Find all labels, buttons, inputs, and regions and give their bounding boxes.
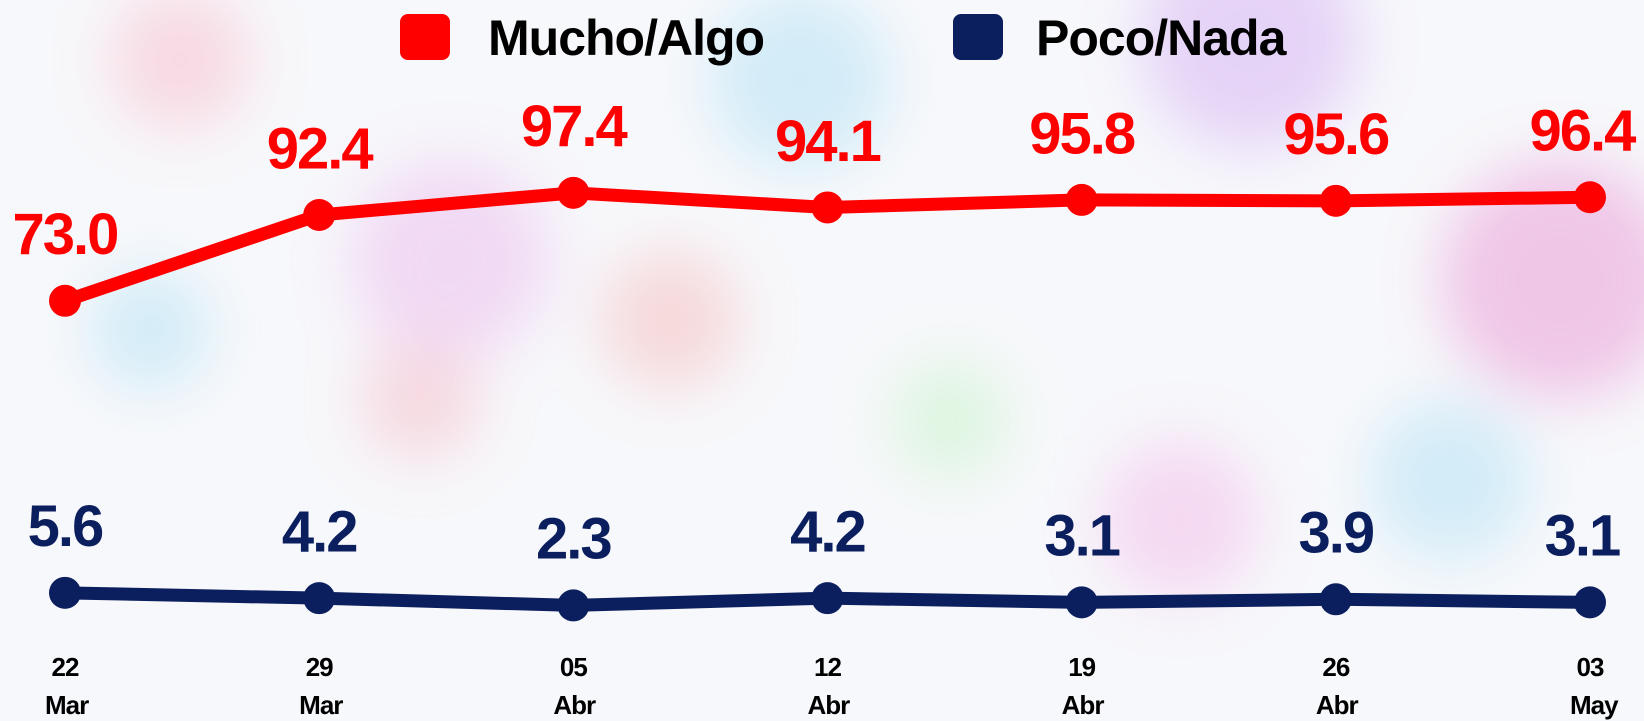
x-tick-label: 26 Abr	[1316, 648, 1356, 721]
data-label: 3.9	[1299, 501, 1374, 566]
data-label: 4.2	[282, 499, 357, 564]
data-label: 95.6	[1283, 102, 1389, 167]
legend-label: Poco/Nada	[1036, 10, 1288, 66]
data-point	[1066, 586, 1098, 618]
data-point	[812, 191, 844, 223]
data-point	[303, 582, 335, 614]
data-label: 92.4	[267, 116, 374, 181]
data-label: 94.1	[775, 109, 881, 174]
legend-swatch	[953, 14, 1003, 60]
chart: Mucho/Algo Poco/Nada 73.0 92.4 97.4 94.1 95.…	[0, 0, 1644, 721]
data-label: 3.1	[1044, 504, 1119, 569]
data-point	[1320, 583, 1352, 615]
chart-svg: Mucho/Algo Poco/Nada 73.0 92.4 97.4 94.1 95.…	[0, 0, 1644, 721]
data-point	[1574, 586, 1606, 618]
data-point	[1066, 184, 1098, 216]
data-point	[1320, 185, 1352, 217]
data-point	[557, 589, 589, 621]
data-label: 95.8	[1029, 101, 1135, 166]
x-tick-label: 22 Mar	[45, 648, 85, 721]
data-point	[557, 177, 589, 209]
data-label: 3.1	[1545, 504, 1620, 569]
x-tick-label: 05 Abr	[553, 648, 593, 721]
data-point	[812, 582, 844, 614]
data-label: 2.3	[536, 507, 611, 572]
x-tick-label: 29 Mar	[299, 648, 339, 721]
data-label: 4.2	[790, 499, 865, 564]
x-tick-label: 03 May	[1570, 648, 1610, 721]
x-tick-label: 19 Abr	[1062, 648, 1102, 721]
data-label: 5.6	[28, 494, 103, 559]
data-point	[49, 285, 81, 317]
data-point	[1574, 181, 1606, 213]
data-label: 97.4	[521, 94, 628, 159]
legend-swatch	[400, 14, 450, 60]
data-point	[49, 577, 81, 609]
x-tick-label: 12 Abr	[808, 648, 848, 721]
legend-label: Mucho/Algo	[488, 10, 764, 66]
data-label: 96.4	[1530, 99, 1637, 164]
data-label: 73.0	[13, 202, 118, 267]
data-point	[303, 199, 335, 231]
